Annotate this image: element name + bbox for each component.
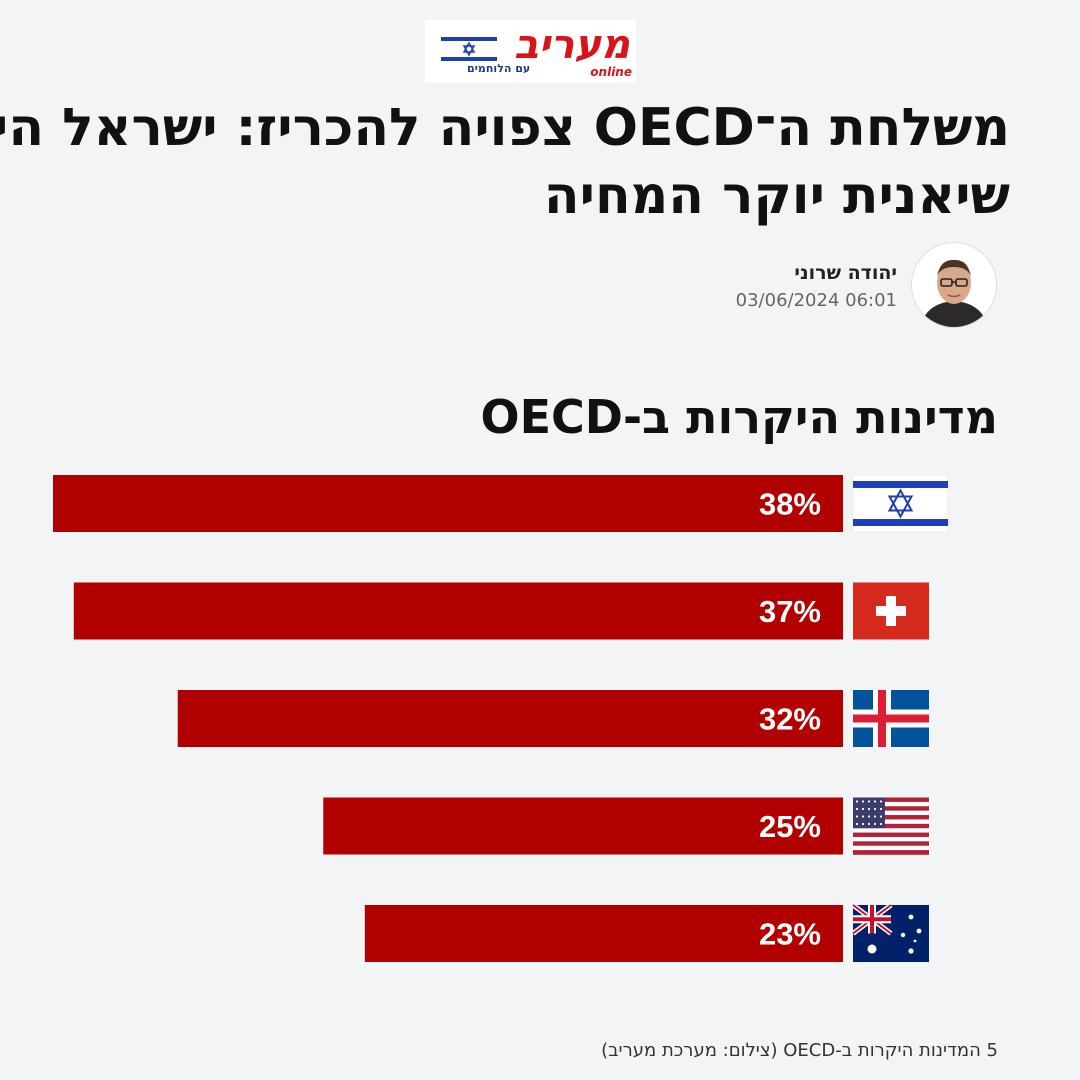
maariv-logo[interactable]: מעריב עם הלוחמים online	[425, 20, 636, 83]
author-photo-icon	[912, 243, 996, 327]
publish-date: 03/06/2024 06:01	[735, 290, 897, 311]
usa-flag-icon	[853, 797, 929, 855]
logo-tagline: עם הלוחמים	[467, 62, 531, 75]
bar-row: 25%	[323, 797, 929, 855]
israel-flag-icon	[852, 474, 949, 533]
bar-row: 38%	[53, 474, 949, 533]
author-name[interactable]: יהודה שרוני	[794, 262, 897, 284]
chart-title: מדינות היקרות ב-OECD	[480, 390, 998, 444]
bar	[364, 905, 843, 962]
article-headline: משלחת ה־OECD צפויה להכריז: ישראל היא שיא…	[0, 94, 1010, 230]
switzerland-flag-icon	[853, 582, 929, 640]
bar-chart: 38% 37% 32% 25% 23%	[53, 474, 949, 962]
israel-flag-logo-icon	[441, 34, 497, 64]
bar-value-label: 32%	[759, 702, 821, 737]
logo-online-label: online	[590, 65, 632, 79]
bar-value-label: 37%	[759, 594, 821, 629]
bar-row: 32%	[177, 690, 929, 747]
bar	[73, 582, 843, 640]
bar	[177, 690, 844, 747]
bar-value-label: 25%	[759, 809, 821, 844]
logo-wordmark: מעריב	[514, 22, 630, 68]
author-avatar[interactable]	[912, 243, 996, 327]
headline-line-1: משלחת ה־OECD צפויה להכריז: ישראל היא	[0, 98, 1010, 158]
bar	[53, 475, 843, 532]
image-caption: 5 המדינות היקרות ב-OECD (צילום: מערכת מע…	[601, 1040, 998, 1061]
bar-value-label: 38%	[759, 487, 821, 522]
iceland-flag-icon	[853, 690, 929, 747]
bar	[323, 797, 843, 855]
australia-flag-icon	[851, 903, 929, 962]
headline-line-2: שיאנית יוקר המחיה	[543, 166, 1010, 226]
bar-row: 23%	[364, 903, 929, 962]
bar-row: 37%	[73, 582, 929, 640]
bar-value-label: 23%	[759, 917, 821, 952]
